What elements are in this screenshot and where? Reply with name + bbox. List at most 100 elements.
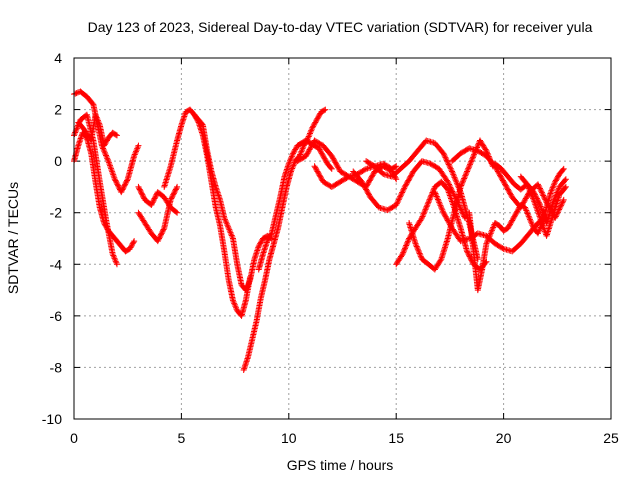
data-point <box>102 140 109 147</box>
data-point <box>463 169 470 176</box>
data-point <box>314 168 321 175</box>
data-point <box>321 155 328 162</box>
data-point <box>118 189 125 196</box>
data-point <box>103 152 110 159</box>
data-point <box>328 165 335 172</box>
x-tick-label: 0 <box>70 430 78 446</box>
data-point <box>305 147 312 154</box>
data-point <box>441 212 448 219</box>
data-point <box>335 165 342 172</box>
data-point <box>136 186 143 193</box>
data-point <box>133 147 140 154</box>
data-point <box>526 186 533 193</box>
data-point <box>364 189 371 196</box>
data-point <box>328 152 335 159</box>
data-point <box>392 163 399 170</box>
data-point <box>365 191 372 198</box>
data-point <box>406 176 413 183</box>
data-point <box>420 212 427 219</box>
data-point <box>101 149 108 156</box>
data-point <box>432 190 439 197</box>
data-point <box>536 200 543 207</box>
data-point <box>309 141 316 148</box>
data-points-layer <box>71 88 569 374</box>
data-point <box>424 200 431 207</box>
data-point <box>322 156 329 163</box>
data-point <box>442 154 449 161</box>
data-point <box>447 222 454 229</box>
data-point <box>548 187 555 194</box>
data-point <box>538 189 545 196</box>
data-point <box>322 106 329 113</box>
data-point <box>535 182 542 189</box>
data-point <box>225 223 232 230</box>
data-point <box>404 238 411 245</box>
data-point <box>110 252 117 259</box>
data-point <box>122 180 129 187</box>
data-point <box>199 121 206 128</box>
data-point <box>109 250 116 257</box>
data-point <box>509 217 516 224</box>
data-point <box>529 222 536 229</box>
data-point <box>171 189 178 196</box>
data-point <box>464 167 471 174</box>
data-point <box>528 192 535 199</box>
data-point <box>287 157 294 164</box>
data-point <box>232 303 239 310</box>
data-point <box>427 195 434 202</box>
data-point <box>553 176 560 183</box>
data-point <box>148 201 155 208</box>
data-point <box>461 174 468 181</box>
data-point <box>483 147 490 154</box>
data-point <box>504 225 511 232</box>
data-point <box>110 253 117 260</box>
plot-frame <box>73 57 612 420</box>
data-point <box>157 232 164 239</box>
data-point <box>464 248 471 255</box>
data-point <box>358 178 365 185</box>
data-point <box>400 186 407 193</box>
grid-layer <box>74 58 611 419</box>
data-point <box>393 200 400 207</box>
data-point <box>560 198 567 205</box>
data-point <box>395 197 402 204</box>
data-point <box>453 180 460 187</box>
data-point <box>443 155 450 162</box>
data-point <box>536 227 543 234</box>
data-point <box>499 245 506 252</box>
data-point <box>137 187 144 194</box>
data-point <box>422 206 429 213</box>
data-point <box>152 194 159 201</box>
data-point <box>522 196 529 203</box>
data-point <box>120 185 127 192</box>
data-point <box>423 205 430 212</box>
data-point <box>503 183 510 190</box>
data-point <box>173 185 180 192</box>
data-point <box>104 156 111 163</box>
data-point <box>393 176 400 183</box>
data-point <box>401 246 408 253</box>
data-point <box>549 184 556 191</box>
data-point <box>170 191 177 198</box>
data-point <box>151 195 158 202</box>
data-point <box>331 158 338 165</box>
data-point <box>558 200 565 207</box>
data-point <box>138 189 145 196</box>
data-point <box>444 217 451 224</box>
data-point <box>523 194 530 201</box>
data-point <box>316 111 323 118</box>
data-point <box>173 208 180 215</box>
data-point <box>538 188 545 195</box>
data-point <box>438 205 445 212</box>
data-point <box>457 183 464 190</box>
data-point <box>312 164 319 171</box>
data-point <box>505 223 512 230</box>
data-point <box>497 172 504 179</box>
data-point <box>303 151 310 158</box>
data-point <box>403 242 410 249</box>
series-sat-f <box>135 183 181 216</box>
data-point <box>96 120 103 127</box>
data-point <box>313 116 320 123</box>
data-point <box>242 287 249 294</box>
data-point <box>540 193 547 200</box>
